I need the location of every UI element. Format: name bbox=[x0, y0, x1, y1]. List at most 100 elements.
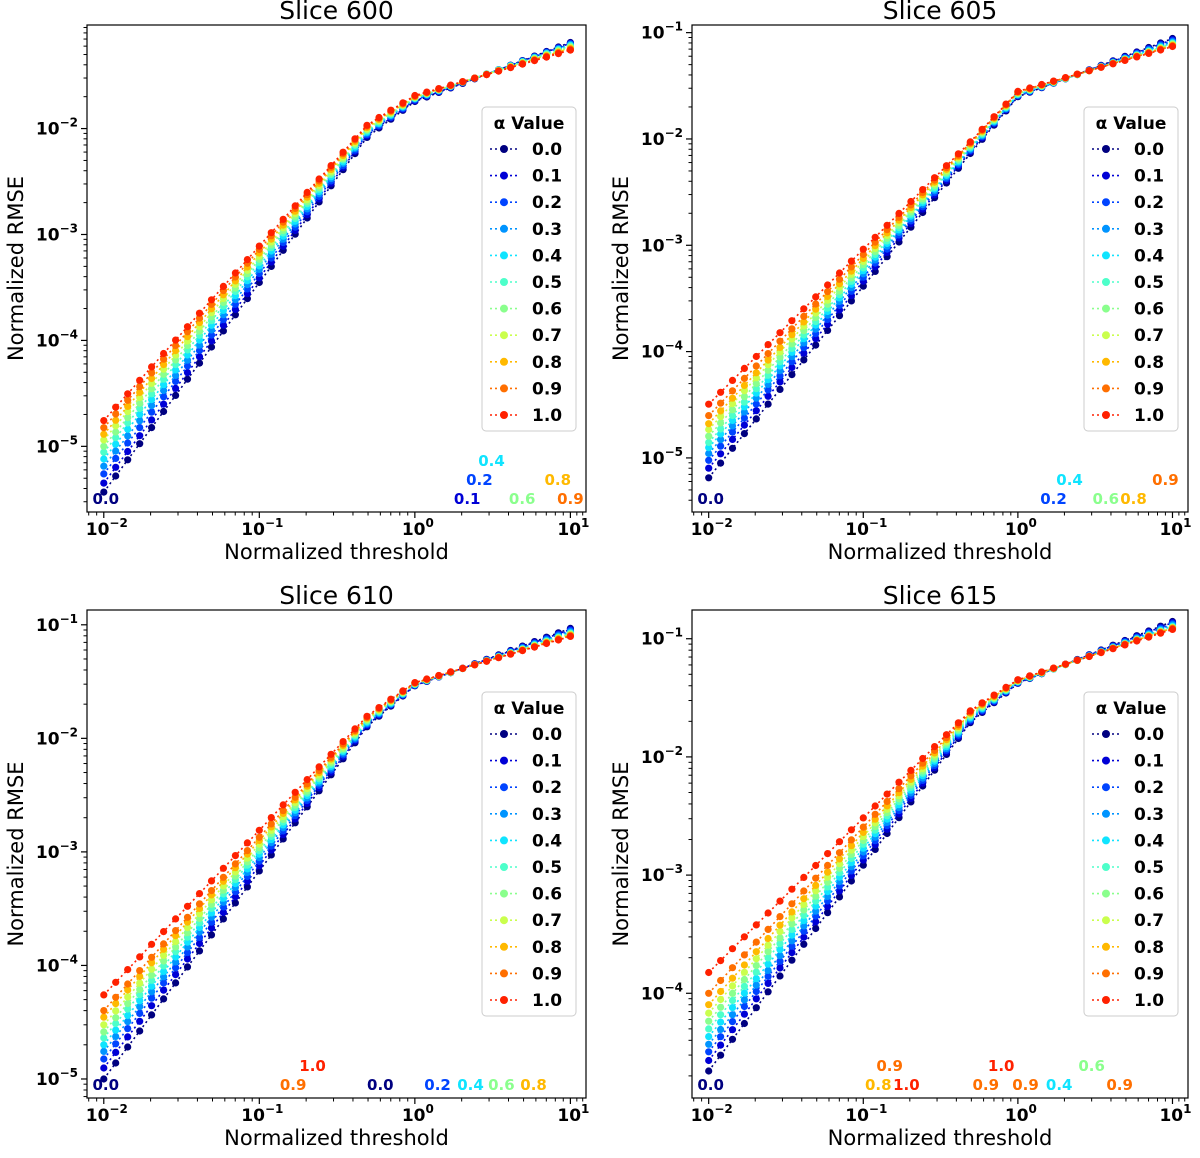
data-point bbox=[124, 999, 132, 1008]
legend-label: 0.4 bbox=[1134, 246, 1164, 266]
data-point bbox=[788, 942, 796, 950]
data-point bbox=[100, 1047, 108, 1055]
annotation-label: 0.8 bbox=[865, 1076, 892, 1094]
y-tick-label: 10−3 bbox=[36, 839, 78, 863]
data-point bbox=[183, 362, 192, 370]
data-point bbox=[183, 328, 192, 336]
data-point bbox=[717, 995, 725, 1004]
data-point bbox=[160, 407, 168, 416]
data-point bbox=[776, 940, 784, 948]
data-point bbox=[978, 699, 986, 707]
data-point bbox=[788, 908, 796, 916]
data-point bbox=[728, 989, 737, 998]
data-point bbox=[507, 650, 515, 658]
legend-title: α Value bbox=[1096, 114, 1167, 134]
legend-marker bbox=[500, 836, 508, 845]
y-axis-label: Normalized RMSE bbox=[4, 176, 28, 361]
data-point bbox=[740, 975, 749, 984]
data-point bbox=[112, 1048, 120, 1056]
data-point bbox=[954, 150, 963, 158]
data-point bbox=[148, 424, 156, 432]
data-point bbox=[1050, 664, 1058, 672]
legend-label: 0.2 bbox=[1134, 778, 1164, 798]
data-point bbox=[705, 1009, 713, 1017]
legend-item: 0.7 bbox=[1092, 326, 1164, 346]
data-point bbox=[705, 412, 713, 420]
data-point bbox=[100, 1028, 108, 1036]
data-point bbox=[1168, 42, 1177, 51]
data-point bbox=[824, 868, 832, 876]
legend-marker bbox=[500, 730, 508, 738]
data-point bbox=[231, 311, 239, 319]
data-point bbox=[788, 920, 796, 928]
x-tick-label: 100 bbox=[402, 516, 434, 540]
legend-label: 0.8 bbox=[1134, 353, 1164, 373]
data-point bbox=[752, 407, 760, 415]
legend-title: α Value bbox=[494, 699, 565, 719]
data-point bbox=[1085, 67, 1093, 75]
data-point bbox=[363, 712, 371, 720]
data-point bbox=[835, 893, 844, 901]
data-point bbox=[752, 975, 760, 983]
legend-item: 0.2 bbox=[1092, 193, 1164, 213]
data-point bbox=[728, 1011, 737, 1019]
annotation-label: 0.6 bbox=[1092, 490, 1119, 508]
data-point bbox=[847, 826, 856, 834]
data-point bbox=[195, 947, 204, 955]
legend-label: 0.2 bbox=[532, 193, 562, 213]
data-point bbox=[717, 399, 725, 407]
data-point bbox=[835, 855, 844, 863]
data-point bbox=[172, 958, 180, 966]
annotation-label: 0.8 bbox=[1120, 490, 1147, 508]
data-point bbox=[728, 411, 737, 420]
data-point bbox=[148, 982, 156, 990]
data-point bbox=[740, 1019, 749, 1028]
data-point bbox=[183, 963, 192, 971]
data-point bbox=[279, 807, 287, 815]
data-point bbox=[160, 370, 168, 378]
data-point bbox=[112, 440, 120, 448]
data-point bbox=[112, 1032, 120, 1041]
data-point bbox=[219, 282, 227, 290]
data-point bbox=[483, 657, 491, 665]
subplot-4: Slice 615 Normalized threshold Normalized … bbox=[609, 581, 1191, 1150]
data-point bbox=[705, 444, 713, 452]
legend-item: 0.1 bbox=[490, 167, 562, 187]
data-point bbox=[327, 162, 335, 170]
data-point bbox=[717, 1011, 725, 1019]
legend-item: 1.0 bbox=[490, 991, 562, 1011]
data-point bbox=[124, 1011, 132, 1020]
y-tick-label: 10−1 bbox=[641, 20, 683, 44]
data-point bbox=[859, 861, 867, 869]
data-point bbox=[172, 964, 180, 972]
data-point bbox=[207, 918, 216, 926]
legend-item: 0.9 bbox=[490, 379, 562, 399]
legend-item: 0.9 bbox=[490, 964, 562, 984]
annotation-label: 1.0 bbox=[893, 1076, 920, 1094]
data-point bbox=[800, 917, 808, 925]
data-point bbox=[148, 971, 156, 979]
data-point bbox=[740, 414, 749, 422]
legend-label: 0.4 bbox=[1134, 831, 1164, 851]
legend-marker bbox=[1102, 251, 1110, 260]
data-point bbox=[847, 297, 856, 305]
data-point bbox=[740, 393, 749, 401]
legend-item: 0.6 bbox=[490, 885, 562, 905]
data-point bbox=[776, 913, 784, 921]
data-point bbox=[183, 955, 192, 963]
data-point bbox=[315, 175, 323, 183]
data-point bbox=[705, 1056, 713, 1065]
data-point bbox=[124, 408, 132, 416]
series-line bbox=[103, 49, 571, 422]
data-point bbox=[717, 1051, 725, 1059]
data-point bbox=[207, 296, 216, 304]
data-point bbox=[717, 1033, 725, 1041]
data-point bbox=[255, 833, 263, 841]
data-point bbox=[100, 1055, 108, 1063]
data-point bbox=[195, 359, 204, 367]
data-point bbox=[231, 893, 239, 901]
x-tick-label: 101 bbox=[1159, 1102, 1191, 1126]
data-point bbox=[172, 979, 180, 987]
legend-marker bbox=[1102, 224, 1110, 233]
data-point bbox=[800, 911, 808, 919]
